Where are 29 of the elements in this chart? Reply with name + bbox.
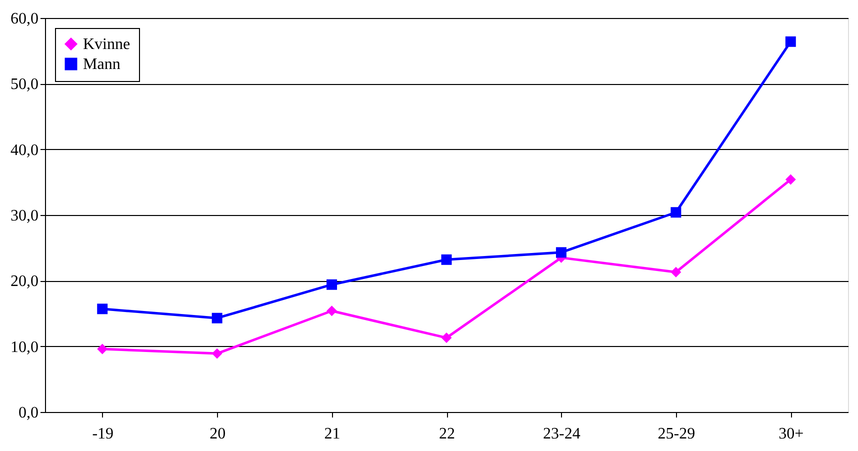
point xyxy=(326,306,338,316)
x-tick-label: -19 xyxy=(92,426,114,442)
point xyxy=(97,304,108,314)
y-tick-label: 50,0 xyxy=(10,76,38,94)
point xyxy=(441,254,452,265)
x-tick-label: 23-24 xyxy=(543,426,580,442)
point xyxy=(785,36,796,47)
point xyxy=(670,207,682,218)
y-tick-label: 10,0 xyxy=(10,338,38,356)
point xyxy=(97,344,108,354)
point xyxy=(212,348,222,359)
point xyxy=(556,247,566,258)
x-tick-label: 20 xyxy=(210,426,226,442)
point xyxy=(441,332,452,344)
y-tick-label: 40,0 xyxy=(10,142,38,159)
legend-label: Kvinne xyxy=(83,36,130,53)
point xyxy=(785,174,796,185)
point xyxy=(212,312,222,324)
point xyxy=(670,266,682,278)
x-tick-label: 22 xyxy=(439,426,455,442)
point xyxy=(326,279,338,290)
x-tick-label: 30+ xyxy=(778,426,804,442)
y-tick-label: 60,0 xyxy=(10,10,38,28)
x-tick-label: 25-29 xyxy=(658,426,696,442)
y-tick-label: 0,0 xyxy=(18,404,38,422)
x-tick-label: 21 xyxy=(324,426,340,442)
y-tick-label: 20,0 xyxy=(10,273,38,290)
y-tick-label: 30,0 xyxy=(10,208,38,224)
legend-label: Mann xyxy=(83,56,120,73)
